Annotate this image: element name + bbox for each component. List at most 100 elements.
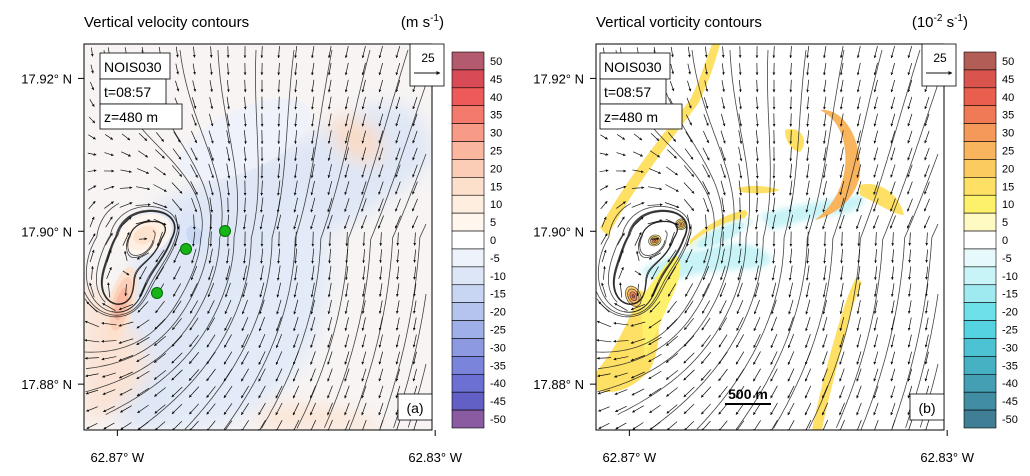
wind-vector	[873, 164, 879, 178]
wind-vector	[737, 265, 743, 281]
wind-vector	[226, 180, 230, 196]
wind-vector	[226, 63, 230, 76]
wind-vector	[788, 282, 793, 298]
wind-vector	[139, 266, 147, 280]
wind-vector	[136, 252, 150, 260]
wind-vector	[223, 368, 233, 382]
wind-vector	[890, 368, 896, 382]
panel-b-features	[625, 217, 754, 307]
colorbar-label: -5	[1002, 253, 1012, 265]
colorbar-swatch	[451, 391, 485, 411]
wind-vector	[378, 164, 384, 178]
wind-vector	[924, 198, 930, 212]
wind-vector	[720, 130, 726, 144]
wind-vector	[839, 385, 845, 399]
wind-vector	[599, 152, 609, 156]
wind-vector	[736, 334, 744, 348]
wind-vector	[175, 46, 179, 58]
wind-vector	[874, 249, 878, 264]
wind-vector	[277, 62, 281, 76]
wind-vector	[667, 300, 677, 314]
wind-vector	[666, 421, 678, 430]
wind-vector	[907, 181, 913, 195]
wind-vector	[787, 351, 795, 365]
colorbar-swatch	[963, 338, 997, 357]
wind-vector	[735, 368, 745, 382]
wind-vector	[378, 283, 383, 297]
wind-vector	[664, 202, 680, 208]
wind-vector	[344, 164, 350, 178]
wind-vector	[277, 146, 281, 162]
wind-vector	[226, 146, 231, 162]
wind-vector	[822, 180, 827, 196]
wind-vector	[805, 351, 811, 365]
wind-vector	[736, 317, 744, 331]
wind-vector	[277, 79, 281, 93]
wind-vector	[412, 198, 418, 212]
colorbar-label: -45	[490, 396, 506, 408]
wind-vector	[259, 282, 265, 298]
wind-vector	[856, 351, 862, 365]
wind-vector	[275, 402, 283, 416]
wind-vector	[89, 99, 95, 107]
wind-vector	[874, 266, 878, 281]
wind-vector	[873, 198, 879, 212]
wind-vector	[614, 389, 628, 395]
wind-vector	[924, 113, 930, 127]
wind-vector	[907, 130, 913, 144]
wind-vector	[770, 351, 778, 365]
wind-vector	[651, 266, 659, 280]
wind-vector	[683, 386, 695, 398]
wind-vector	[207, 300, 215, 314]
wind-vector	[327, 197, 333, 213]
wind-vector	[636, 250, 640, 262]
wind-vector	[119, 388, 133, 396]
wind-vector	[276, 180, 281, 196]
wind-vector	[327, 147, 332, 161]
wind-vector	[924, 334, 929, 348]
wind-vector	[666, 335, 678, 347]
wind-vector	[908, 232, 912, 246]
wind-vector	[597, 389, 611, 395]
colorbar-label: 35	[490, 110, 502, 122]
streamline	[101, 210, 176, 305]
wind-vector	[155, 266, 165, 280]
wind-vector	[87, 169, 97, 173]
panel-a-reference-vector: 25	[409, 43, 445, 87]
wind-vector	[223, 385, 233, 399]
wind-vector	[243, 197, 247, 213]
panel-a-y-axis: 17.88° N 17.90° N 17.92° N	[21, 71, 84, 392]
wind-vector	[310, 368, 316, 382]
wind-vector	[873, 317, 878, 331]
y-tick-label: 17.90° N	[21, 224, 72, 239]
wind-vector	[310, 214, 316, 230]
wind-vector	[598, 301, 610, 313]
wind-vector	[310, 265, 315, 281]
wind-vector	[327, 79, 332, 93]
wind-vector	[683, 369, 695, 381]
wind-vector	[907, 79, 913, 93]
colorbar-label: -35	[490, 360, 506, 372]
wind-vector	[839, 45, 844, 59]
wind-vector	[361, 164, 367, 178]
wind-vector	[890, 351, 896, 365]
wind-vector	[275, 385, 283, 399]
wind-vector	[789, 130, 793, 145]
wind-vector	[208, 163, 214, 179]
wind-vector	[310, 147, 315, 162]
colorbar-label: -25	[1002, 325, 1018, 337]
wind-vector	[344, 402, 350, 416]
y-tick-label: 17.92° N	[533, 71, 584, 86]
wind-vector	[665, 218, 679, 226]
wind-vector	[738, 180, 742, 196]
wind-vector	[804, 385, 812, 399]
wind-vector	[137, 404, 149, 414]
wind-vector	[703, 130, 709, 144]
wind-vector	[259, 214, 264, 230]
wind-vector	[633, 133, 643, 141]
wind-vector	[224, 299, 232, 315]
wind-vector	[378, 181, 384, 195]
wind-vector	[753, 334, 761, 348]
wind-vector	[720, 265, 726, 281]
wind-vector	[172, 300, 182, 314]
